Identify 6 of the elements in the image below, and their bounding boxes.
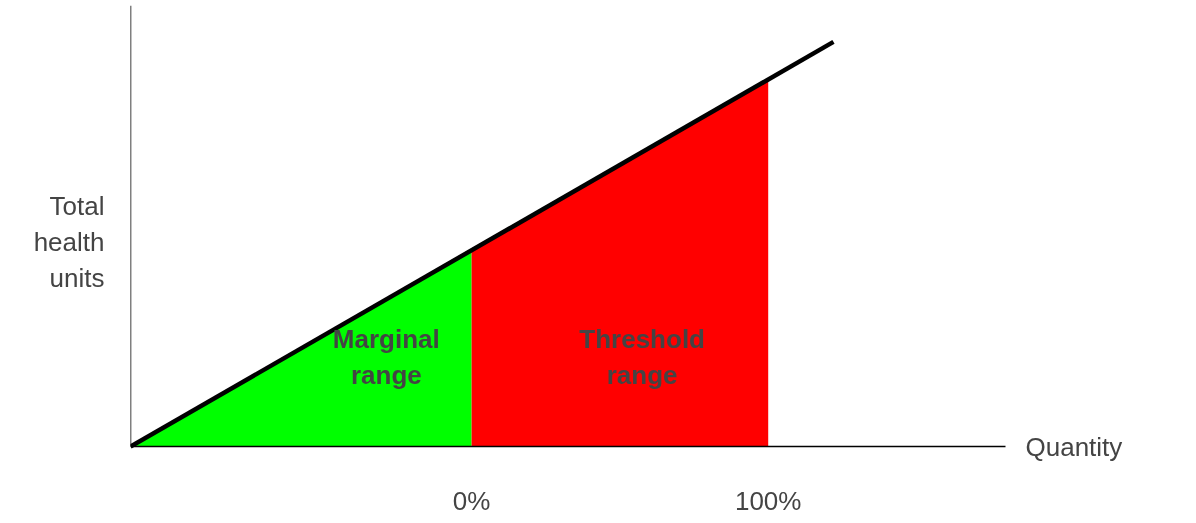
x-axis-title: Quantity xyxy=(1025,431,1123,462)
x-tick-label: 0% xyxy=(452,485,491,516)
x-tick-label: 100% xyxy=(734,485,802,516)
y-axis-title: Total health units xyxy=(33,190,105,293)
annotation: Marginal range xyxy=(332,324,440,391)
annotation: Threshold range xyxy=(579,324,705,391)
